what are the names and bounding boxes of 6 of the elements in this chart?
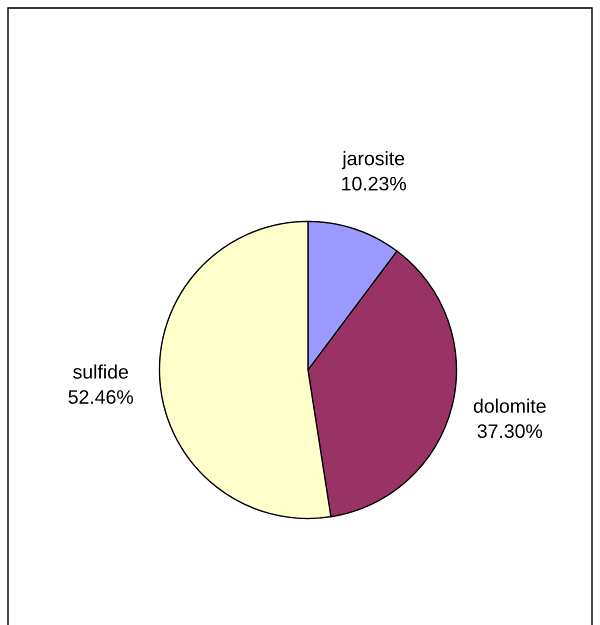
- data-label: 10.23%: [342, 176, 406, 191]
- data-label: 37.30%: [478, 424, 542, 438]
- slice-label: jarosite: [342, 151, 404, 170]
- data-label: 52.46%: [68, 390, 133, 404]
- slice-label: sulfide: [73, 364, 128, 379]
- slice-label: dolomite: [474, 398, 546, 413]
